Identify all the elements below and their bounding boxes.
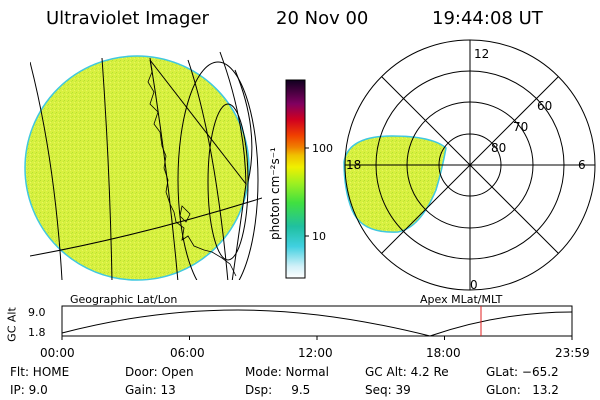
longitude-line [30,61,63,280]
longitude-line [149,57,179,280]
longitude-line [187,59,229,280]
meridian-line [149,59,247,185]
status-gain: Gain: 13 [125,383,176,397]
longitude-line [219,51,247,186]
coastline [179,205,191,223]
oval-ring [207,103,249,261]
geo-label: Geographic Lat/Lon [70,293,178,306]
status-flight: Flt: HOME [10,365,70,379]
lat-label-80: 80 [491,141,506,155]
x-tick-label: 18:00 [426,346,461,360]
y-tick-label: 1.8 [28,326,46,339]
status-dsp: Dsp: 9.5 [245,383,311,397]
x-tick-label: 06:00 [170,346,205,360]
mlt-label-18: 18 [346,158,361,172]
polar-spoke [381,76,559,254]
polar-plot: 12 18 6 0 60 70 80 [343,39,596,292]
lat-label-70: 70 [513,120,528,134]
colorbar-tick-label: 10 [312,230,326,243]
auroral-region [343,135,447,233]
altitude-timeline [61,305,573,340]
status-mode: Mode: Normal [245,365,329,379]
latitude-line [30,197,262,257]
status-glat: GLat: −65.2 [486,365,559,379]
oval-ring [177,61,259,280]
colorbar: 100 10 photon cm⁻²s⁻¹ [268,79,333,279]
apex-label: Apex MLat/MLT [420,293,503,306]
timeline-axis-title: GC Alt [5,307,19,342]
earth-image [24,51,262,281]
x-tick-label: 23:59 [555,346,590,360]
x-tick-label: 00:00 [40,346,75,360]
coastline [147,59,237,277]
colorbar-gradient [285,79,306,279]
lat-label-60: 60 [537,99,552,113]
status-ip: IP: 9.0 [10,383,48,397]
status-glon: GLon: 13.2 [486,383,559,397]
status-door: Door: Open [125,365,194,379]
colorbar-unit-label: photon cm⁻²s⁻¹ [268,147,282,240]
status-gc-alt: GC Alt: 4.2 Re [365,365,449,379]
longitude-line [101,57,113,280]
mlt-label-6: 6 [578,158,586,172]
altitude-curve [61,309,573,337]
earth-disk [24,55,250,281]
app-title: Ultraviolet Imager [46,8,209,29]
time-label: 19:44:08 UT [432,8,543,29]
colorbar-tick-label: 100 [312,142,333,155]
timeline-frame [61,305,573,337]
y-tick-label: 9.0 [28,306,46,319]
x-tick-label: 12:00 [298,346,333,360]
meridian-line [231,183,247,280]
status-seq: Seq: 39 [365,383,411,397]
mlt-label-12: 12 [474,47,489,61]
mlt-label-0: 0 [470,278,478,292]
date-label: 20 Nov 00 [276,8,369,29]
longitude-line [234,69,253,183]
